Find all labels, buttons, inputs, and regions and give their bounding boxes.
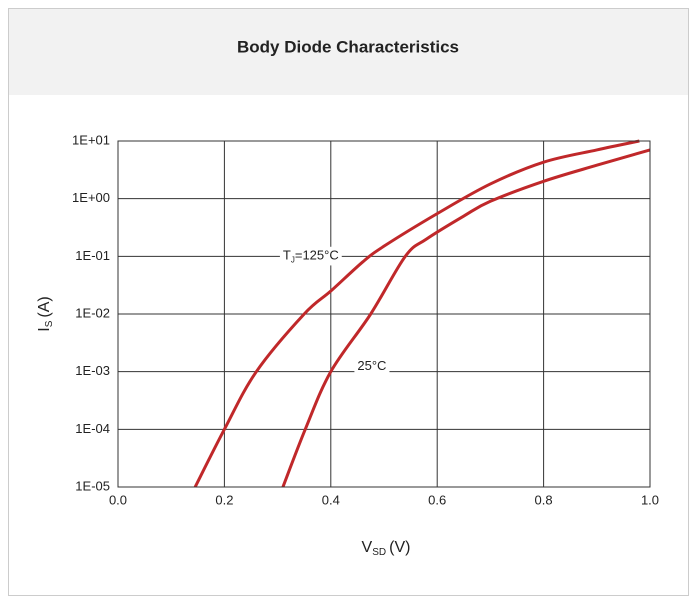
y-tick-label: 1E-02: [75, 305, 110, 320]
chart-title: Body Diode Characteristics: [237, 37, 459, 56]
y-tick-label: 1E-01: [75, 248, 110, 263]
annotation-rest: =125°C: [295, 248, 339, 263]
y-tick-label: 1E+01: [72, 132, 110, 147]
x-tick-label: 1.0: [641, 492, 659, 507]
annotation: TJ=125°C: [283, 248, 339, 265]
plot: 1E+01 1E+00 1E-01 1E-02 1E-03 1E-04 1E-050.0 0.…: [72, 132, 659, 507]
annotation: 25°C: [357, 359, 386, 374]
series-line: [193, 139, 640, 488]
x-label-sub: SD: [372, 547, 386, 558]
x-tick-label: 0.6: [428, 492, 446, 507]
y-tick-label: 1E-03: [75, 363, 110, 378]
y-tick-label: 1E-05: [75, 478, 110, 493]
x-tick-label: 0.0: [109, 492, 127, 507]
y-label-main: I: [36, 327, 53, 331]
annotation-text: 25°C: [357, 359, 386, 374]
x-label-main: V: [362, 539, 373, 556]
x-tick-label: 0.2: [215, 492, 233, 507]
plot-frame: [117, 140, 651, 488]
y-label-sub: S: [44, 320, 55, 327]
y-label-unit: (A): [36, 296, 53, 317]
card: [8, 8, 689, 596]
annotation-bg: [354, 357, 390, 375]
x-label-unit: (V): [389, 539, 410, 556]
header: [9, 9, 688, 95]
x-tick-label: 0.8: [535, 492, 553, 507]
annotation-sub: J: [291, 255, 295, 264]
x-tick-label: 0.4: [322, 492, 340, 507]
x-axis-label: VSD (V): [362, 539, 411, 557]
series-line: [281, 148, 651, 488]
y-tick-label: 1E+00: [72, 190, 110, 205]
annotation-bg: [279, 246, 342, 266]
y-tick-label: 1E-04: [75, 421, 110, 436]
annotation-text: T: [283, 248, 291, 263]
y-axis-label: IS (A): [36, 296, 54, 331]
